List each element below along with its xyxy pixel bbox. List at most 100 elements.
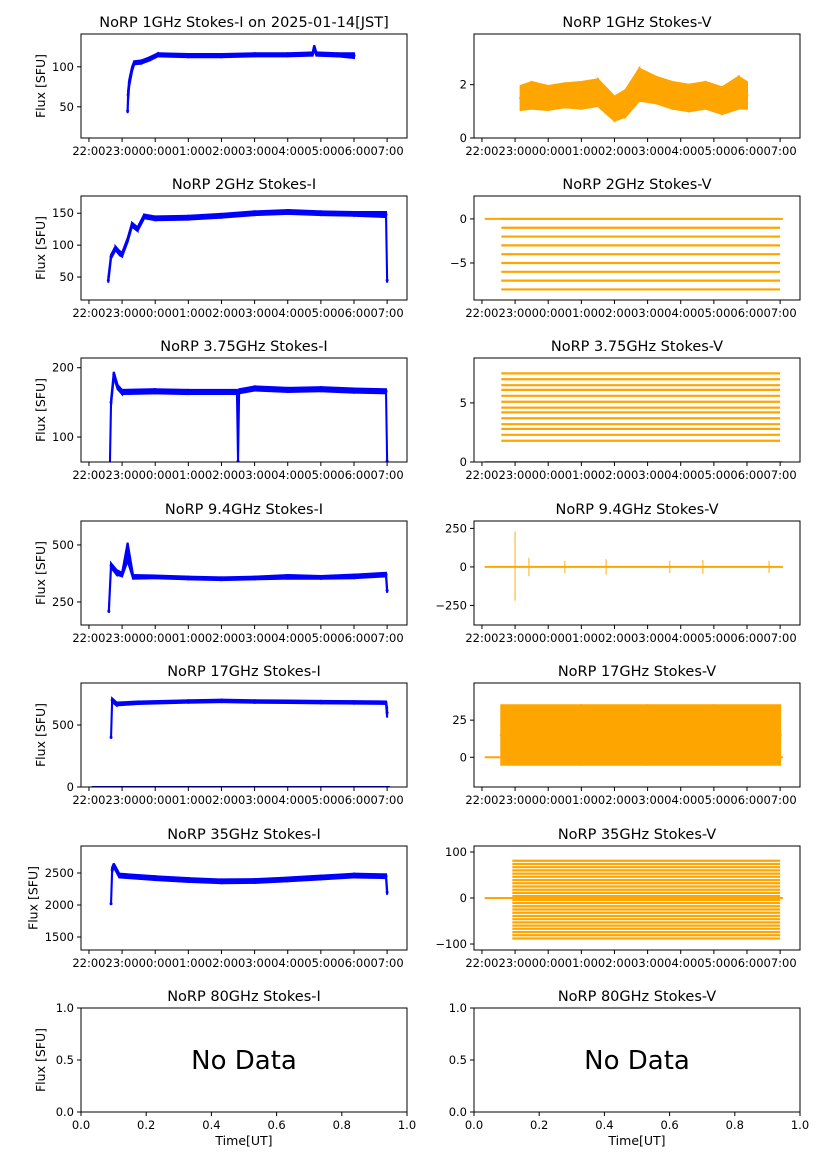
- y-axis-label: Flux [SFU]: [25, 866, 40, 930]
- axes-frame: [80, 357, 408, 463]
- x-tick-label: 02:00: [598, 468, 631, 482]
- x-tick-label: 01:00: [172, 793, 205, 807]
- data-segment: [107, 563, 113, 613]
- x-tick-label: 00:00: [139, 631, 172, 645]
- data-point: [654, 88, 658, 92]
- data-point: [186, 576, 190, 580]
- data-point: [670, 93, 674, 97]
- subplot-9: NoRP 17GHz Stokes-V 0 25 22:00 23:00 00:00 01:…: [452, 664, 801, 807]
- y-tick-label: 150: [52, 206, 74, 220]
- x-tick-label: 22:00: [72, 631, 105, 645]
- y-tick-label: 100: [52, 430, 74, 444]
- x-tick-label: 01:00: [172, 144, 205, 158]
- x-tick-label: 05:00: [697, 468, 730, 482]
- x-tick-label: 06:00: [730, 144, 763, 158]
- x-tick-label: 05:00: [304, 631, 337, 645]
- data-segment: [143, 213, 157, 222]
- data-point: [624, 101, 628, 105]
- axes-frame: [80, 845, 408, 951]
- x-tick-label: 23:00: [106, 956, 139, 970]
- data-point: [253, 879, 257, 883]
- x-tick-label: 03:00: [631, 306, 664, 320]
- plot-area: [109, 862, 389, 906]
- data-point: [153, 876, 157, 880]
- data-point: [186, 390, 190, 394]
- data-point: [335, 53, 339, 57]
- x-tick-label: 22:00: [72, 468, 105, 482]
- data-point: [109, 735, 113, 739]
- data-segment: [646, 704, 715, 766]
- data-point: [131, 575, 135, 579]
- data-point: [110, 868, 114, 872]
- x-tick-label: 04:00: [664, 956, 697, 970]
- data-point: [286, 700, 290, 704]
- data-point: [107, 609, 111, 613]
- x-tick-label: 23:00: [106, 793, 139, 807]
- x-tick-label: 23:00: [106, 468, 139, 482]
- x-tick-label: 23:00: [106, 631, 139, 645]
- x-tick-label: 06:00: [730, 631, 763, 645]
- data-segment: [596, 76, 616, 123]
- subplot-title: NoRP 9.4GHz Stokes-V: [556, 502, 719, 518]
- data-segment: [352, 872, 388, 880]
- x-tick-label: 03:00: [631, 956, 664, 970]
- data-segment: [110, 867, 114, 906]
- x-tick-label: 0.8: [726, 1118, 744, 1132]
- x-tick-label: 07:00: [371, 144, 404, 158]
- x-tick-label: 01:00: [172, 956, 205, 970]
- data-point: [219, 214, 223, 218]
- data-segment: [253, 385, 289, 394]
- x-tick-label: 04:00: [664, 793, 697, 807]
- data-point: [219, 54, 223, 58]
- data-point: [596, 91, 600, 95]
- x-tick-label: 05:00: [697, 144, 730, 158]
- y-tick-label: 500: [52, 718, 74, 732]
- y-axis-label: Flux [SFU]: [33, 378, 48, 442]
- x-tick-label: 0.0: [72, 1118, 90, 1132]
- subplot-title: NoRP 2GHz Stokes-V: [562, 177, 711, 193]
- x-tick-label: 07:00: [764, 956, 797, 970]
- data-segment: [352, 387, 388, 395]
- x-tick-label: 22:00: [465, 144, 498, 158]
- x-tick-label: 05:00: [304, 793, 337, 807]
- data-segment: [187, 877, 223, 885]
- y-tick-label: 50: [59, 100, 74, 114]
- x-tick-label: 23:00: [499, 306, 532, 320]
- data-point: [120, 573, 124, 577]
- x-tick-label: 03:00: [238, 144, 271, 158]
- x-tick-label: 23:00: [499, 956, 532, 970]
- x-tick-label: 22:00: [465, 956, 498, 970]
- data-segment: [286, 208, 322, 217]
- subplot-13: No Data NoRP 80GHz Stokes-V 0.0 0.5 1.0 0.0 0.…: [449, 989, 809, 1148]
- data-point: [142, 214, 146, 218]
- data-segment: [704, 80, 724, 116]
- plot-area: [106, 208, 389, 283]
- data-segment: [319, 573, 355, 580]
- data-point: [384, 573, 388, 577]
- y-tick-label: −250: [435, 598, 467, 612]
- data-point: [352, 389, 356, 393]
- x-axis-label: Time[UT]: [607, 1133, 665, 1148]
- x-tick-label: 02:00: [205, 793, 238, 807]
- x-tick-label: 01:00: [565, 631, 598, 645]
- data-point: [352, 874, 356, 878]
- data-point: [120, 390, 124, 394]
- y-tick-label: 0: [67, 780, 74, 794]
- data-segment: [580, 78, 599, 110]
- data-point: [579, 733, 583, 737]
- data-point: [219, 879, 223, 883]
- no-data-label: No Data: [191, 1046, 297, 1076]
- subplot-4: NoRP 3.75GHz Stokes-I 100 200 Flux [SFU] 22:…: [33, 339, 408, 482]
- data-segment: [187, 698, 223, 704]
- plot-area: [484, 217, 783, 291]
- x-tick-label: 05:00: [697, 306, 730, 320]
- data-segment: [580, 704, 649, 766]
- axes-frame: [473, 33, 801, 139]
- data-segment: [688, 80, 707, 113]
- data-point: [637, 83, 641, 87]
- subplot-12: No Data NoRP 80GHz Stokes-I 0.0 0.5 1.0 Flux …: [33, 989, 416, 1148]
- data-point: [384, 213, 388, 217]
- x-tick-label: 03:00: [631, 468, 664, 482]
- x-tick-label: 0.4: [595, 1118, 613, 1132]
- x-tick-label: 22:00: [465, 468, 498, 482]
